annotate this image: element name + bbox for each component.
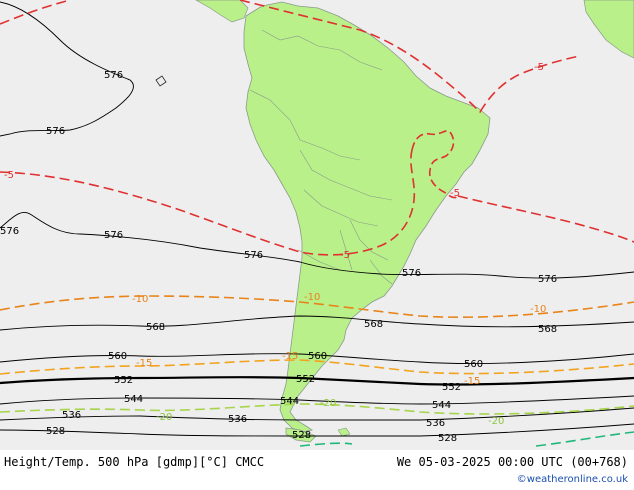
credit-link[interactable]: ©weatheronline.co.uk xyxy=(516,474,628,485)
temp-contours xyxy=(0,0,634,447)
contour-544 xyxy=(0,395,634,405)
label-544: 544 xyxy=(280,396,299,407)
label-576: 576 xyxy=(104,230,123,241)
label-536: 536 xyxy=(228,414,247,425)
label-minus20: -20 xyxy=(488,416,504,427)
label-minus5: -5 xyxy=(4,170,14,181)
contour-536 xyxy=(0,407,634,421)
temp-minus5-loop xyxy=(411,130,459,199)
label-568: 568 xyxy=(538,324,557,335)
label-544: 544 xyxy=(432,400,451,411)
country-borders xyxy=(249,29,393,285)
label-552: 552 xyxy=(296,374,315,385)
temp-minus10 xyxy=(0,295,634,319)
label-528: 528 xyxy=(292,430,311,441)
contour-528 xyxy=(0,423,634,437)
label-536: 536 xyxy=(62,410,81,421)
label-minus10: -10 xyxy=(530,304,546,315)
label-minus5: -5 xyxy=(340,250,350,261)
land-south-america xyxy=(243,1,491,433)
label-552: 552 xyxy=(442,382,461,393)
label-576: 576 xyxy=(244,250,263,261)
temp-minus25-east xyxy=(535,431,634,447)
label-minus5: -5 xyxy=(534,62,544,73)
contour-552 xyxy=(0,376,634,386)
temp-minus15 xyxy=(0,359,634,375)
label-560: 560 xyxy=(108,351,127,362)
label-minus20: -20 xyxy=(156,412,172,423)
label-minus15: -15 xyxy=(136,358,152,369)
temp-minus25 xyxy=(299,442,353,447)
label-560: 560 xyxy=(464,359,483,370)
label-560: 560 xyxy=(308,351,327,362)
label-536: 536 xyxy=(426,418,445,429)
map-canvas: 576 576 576 576 576 576 576 568 568 568 … xyxy=(0,0,634,450)
temp-minus5-northeast xyxy=(239,0,581,114)
label-568: 568 xyxy=(146,322,165,333)
temp-minus20 xyxy=(0,403,634,415)
contour-576-main xyxy=(0,212,634,279)
land-falklands xyxy=(337,427,351,437)
label-minus20: -20 xyxy=(320,398,336,409)
label-minus10: -10 xyxy=(304,292,320,303)
label-minus15: -15 xyxy=(464,376,480,387)
contour-568 xyxy=(0,315,634,331)
label-528: 528 xyxy=(438,433,457,444)
map-title: Height/Temp. 500 hPa [gdmp][°C] CMCC xyxy=(4,455,265,469)
land-island xyxy=(155,75,167,87)
land-africa xyxy=(583,0,634,59)
height-contours xyxy=(0,1,634,437)
contour-560 xyxy=(0,353,634,365)
map-datetime: We 05-03-2025 00:00 UTC (00+768) xyxy=(396,455,628,469)
contour-labels: 576 576 576 576 576 576 576 568 568 568 … xyxy=(0,62,557,444)
label-minus10: -10 xyxy=(132,294,148,305)
temp-minus5-east xyxy=(457,195,634,243)
label-576: 576 xyxy=(402,268,421,279)
label-528: 528 xyxy=(46,426,65,437)
label-minus5: -5 xyxy=(450,188,460,199)
label-576: 576 xyxy=(46,126,65,137)
label-568: 568 xyxy=(364,319,383,330)
temp-minus5-main xyxy=(0,149,416,256)
label-576: 576 xyxy=(0,226,19,237)
label-544: 544 xyxy=(124,394,143,405)
land-central-america xyxy=(195,0,249,23)
label-minus15: -15 xyxy=(282,351,298,362)
temp-minus5-top xyxy=(0,0,71,25)
label-576: 576 xyxy=(538,274,557,285)
land-tierra-del-fuego xyxy=(285,427,317,443)
label-576: 576 xyxy=(104,70,123,81)
label-552: 552 xyxy=(114,375,133,386)
map-footer: Height/Temp. 500 hPa [gdmp][°C] CMCC We … xyxy=(0,450,634,490)
contour-576-upper xyxy=(0,1,134,137)
